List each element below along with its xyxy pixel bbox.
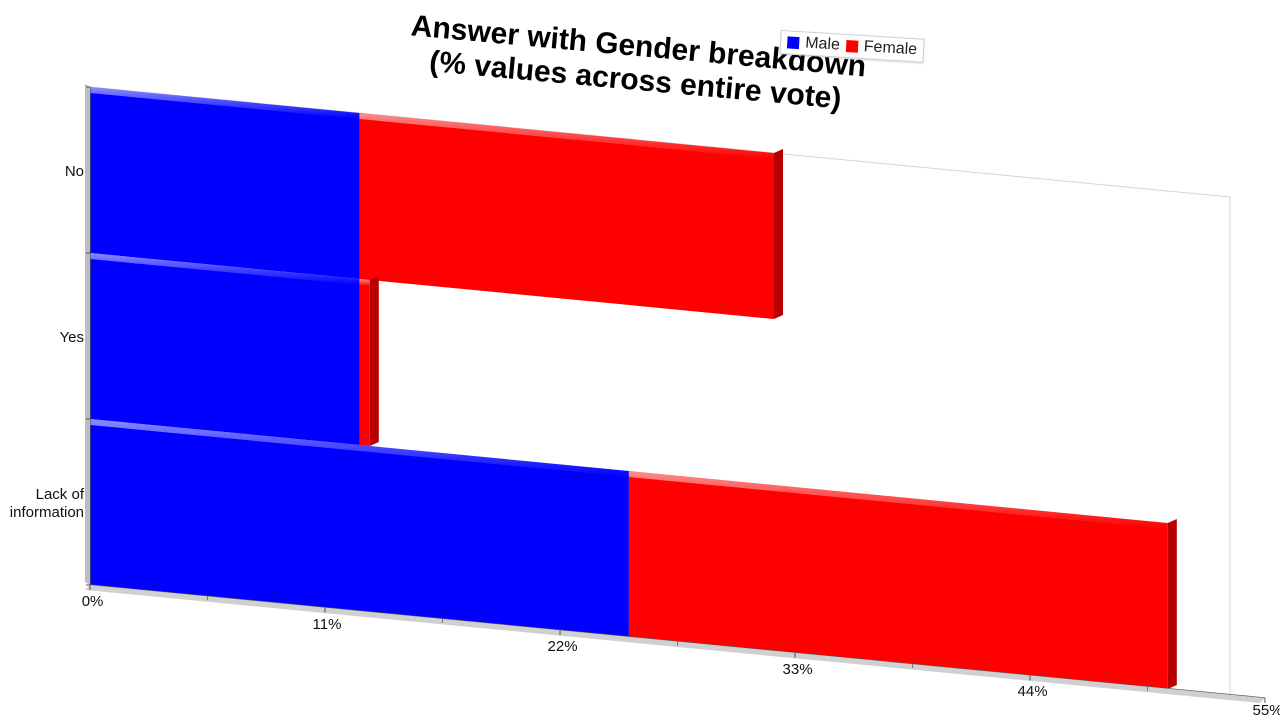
x-tick-label: 11% bbox=[312, 615, 342, 633]
x-tick-label: 55% bbox=[1252, 702, 1280, 719]
bar-top-sheen bbox=[90, 419, 629, 477]
legend-label-male: Male bbox=[804, 34, 841, 54]
bar-top-sheen bbox=[90, 87, 360, 119]
y-category-label-line: No bbox=[64, 163, 84, 180]
axes-layer bbox=[85, 84, 1266, 703]
legend-swatch-male bbox=[786, 36, 800, 50]
bar-top-sheen bbox=[359, 279, 370, 286]
bar-female-lack-of-information bbox=[628, 471, 1168, 689]
bar-top-sheen bbox=[628, 471, 1168, 529]
legend-item-female[interactable]: Female bbox=[845, 37, 918, 59]
legend-label-female: Female bbox=[863, 38, 918, 59]
bar-female-yes bbox=[359, 279, 370, 446]
plot-frame bbox=[89, 86, 1231, 695]
bar-end-cap-2 bbox=[1167, 519, 1177, 689]
y-category-label-line: information bbox=[9, 504, 84, 521]
bar-female-no bbox=[359, 113, 774, 319]
legend-item-male[interactable]: Male bbox=[786, 33, 841, 54]
y-category-label: Yes bbox=[60, 329, 84, 347]
x-tick-label: 33% bbox=[782, 660, 813, 678]
y-category-label-line: Lack of bbox=[35, 486, 84, 503]
y-category-label: Lack of information bbox=[10, 486, 84, 522]
bar-end-cap-0 bbox=[774, 149, 783, 319]
bars-layer bbox=[90, 87, 1177, 689]
bar-male-yes bbox=[90, 253, 360, 445]
y-category-label: No bbox=[65, 163, 84, 181]
x-tick-label: 44% bbox=[1017, 683, 1048, 701]
x-tick-label: 0% bbox=[81, 593, 104, 610]
plot-back-edge bbox=[89, 86, 1231, 695]
bar-male-lack-of-information bbox=[90, 419, 629, 637]
bar-male-no bbox=[90, 87, 360, 279]
y-axis-depth bbox=[85, 84, 90, 585]
bar-end-cap-1 bbox=[369, 276, 379, 446]
bar-top-sheen bbox=[359, 113, 774, 159]
x-tick-label: 22% bbox=[547, 638, 578, 656]
bar-top-sheen bbox=[90, 253, 360, 285]
x-axis-floor bbox=[85, 585, 1265, 703]
y-category-label-line: Yes bbox=[59, 329, 84, 346]
legend-swatch-female bbox=[845, 39, 859, 53]
